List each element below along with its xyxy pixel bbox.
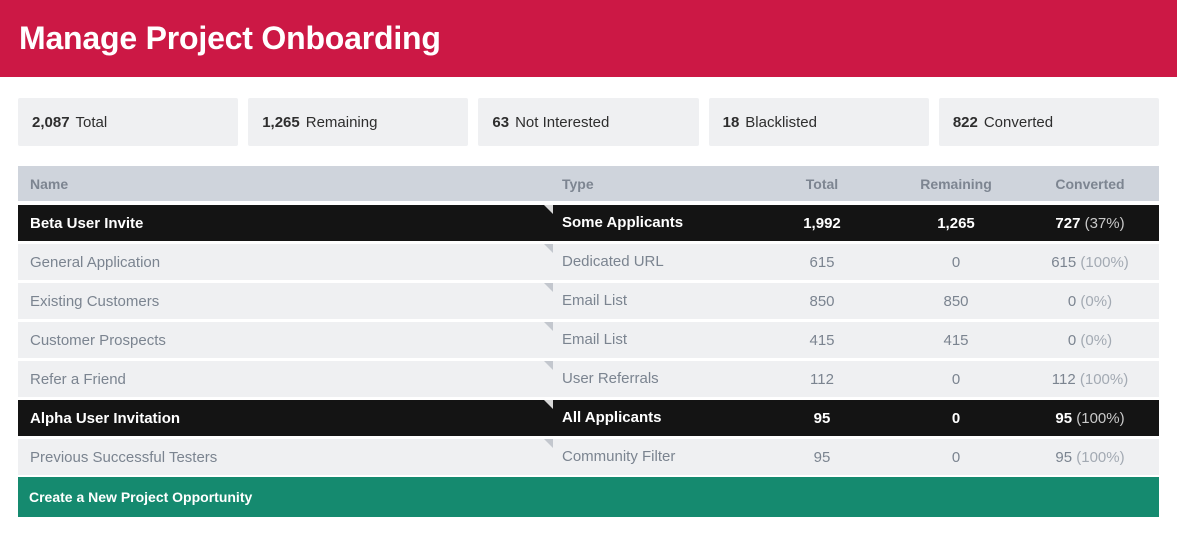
page-header: Manage Project Onboarding [0,0,1177,77]
type-dropdown-corner-icon[interactable] [544,244,553,253]
table-row[interactable]: Refer a Friend User Referrals 112 0 112 … [18,361,1159,397]
row-converted: 727 (37%) [1030,215,1150,232]
row-converted: 615 (100%) [1030,254,1150,271]
row-converted-percent: (100%) [1076,410,1125,427]
row-remaining: 0 [951,410,961,427]
row-converted-value: 615 [1051,254,1077,271]
stat-not-interested-label: Not Interested [515,113,610,131]
table-row[interactable]: Beta User Invite Some Applicants 1,992 1… [18,205,1159,241]
stat-converted: 822 Converted [938,98,1160,146]
row-total: 112 [810,371,834,388]
row-total: 850 [809,293,835,310]
row-converted-percent: (100%) [1079,371,1129,388]
row-converted-value: 727 [1055,215,1081,232]
row-converted: 95 (100%) [1030,410,1150,427]
row-remaining: 0 [951,371,961,388]
stat-not-interested-value: 63 [492,113,510,131]
row-converted-percent: (37%) [1084,215,1125,232]
stats-bar: 2,087 Total 1,265 Remaining 63 Not Inter… [18,98,1160,146]
row-converted-percent: (100%) [1076,449,1125,466]
row-name: Customer Prospects [30,332,166,349]
table-row[interactable]: Previous Successful Testers Community Fi… [18,439,1159,475]
row-name: Alpha User Invitation [30,410,181,427]
row-name: Previous Successful Testers [30,449,218,466]
row-remaining: 0 [951,449,961,466]
row-converted-percent: (0%) [1080,293,1113,310]
stat-not-interested: 63 Not Interested [478,98,699,146]
row-total: 95 [813,449,831,466]
column-header-total[interactable]: Total [805,176,839,192]
row-remaining: 0 [951,254,961,271]
row-converted-value: 0 [1067,293,1077,310]
type-dropdown-corner-icon[interactable] [544,205,553,214]
row-converted: 95 (100%) [1030,449,1150,466]
stat-converted-label: Converted [983,113,1054,131]
row-converted: 112 (100%) [1030,371,1150,388]
type-dropdown-corner-icon[interactable] [544,439,553,448]
row-type[interactable]: Dedicated URL [562,253,664,270]
row-name: Refer a Friend [30,371,126,388]
row-converted: 0 (0%) [1030,332,1150,349]
stat-blacklisted-value: 18 [722,113,740,131]
row-total: 615 [809,254,835,271]
row-total: 415 [809,332,835,349]
row-converted-value: 95 [1055,449,1073,466]
stat-total: 2,087 Total [18,98,239,146]
stat-remaining-label: Remaining [305,113,378,131]
type-dropdown-corner-icon[interactable] [544,322,553,331]
row-converted-value: 95 [1055,410,1073,427]
table-row[interactable]: Alpha User Invitation All Applicants 95 … [18,400,1159,436]
type-dropdown-corner-icon[interactable] [544,283,553,292]
page-title: Manage Project Onboarding [19,20,441,56]
stat-total-value: 2,087 [32,113,70,131]
stat-remaining-value: 1,265 [262,113,300,131]
row-remaining: 850 [943,293,969,310]
stat-remaining: 1,265 Remaining [248,98,469,146]
table-row[interactable]: Customer Prospects Email List 415 415 0 … [18,322,1159,358]
row-converted-percent: (0%) [1080,332,1113,349]
table-header-row: Name Type Total Remaining Converted [18,166,1159,201]
stat-total-label: Total [75,113,108,131]
projects-table: Name Type Total Remaining Converted Beta… [18,166,1159,478]
row-type[interactable]: User Referrals [562,370,659,387]
stat-blacklisted-label: Blacklisted [745,113,817,131]
row-type[interactable]: All Applicants [562,409,662,426]
row-total: 1,992 [803,215,841,232]
row-remaining: 1,265 [937,215,975,232]
row-type[interactable]: Email List [562,292,628,309]
type-dropdown-corner-icon[interactable] [544,400,553,409]
row-type[interactable]: Email List [562,331,628,348]
row-name: Beta User Invite [30,215,144,232]
stat-blacklisted: 18 Blacklisted [708,98,929,146]
type-dropdown-corner-icon[interactable] [544,361,553,370]
column-header-converted[interactable]: Converted [1055,176,1125,192]
column-header-remaining[interactable]: Remaining [920,176,992,192]
row-converted-value: 112 [1051,371,1076,388]
row-converted-value: 0 [1067,332,1077,349]
create-project-opportunity-button[interactable]: Create a New Project Opportunity [18,477,1159,517]
table-row[interactable]: Existing Customers Email List 850 850 0 … [18,283,1159,319]
row-name: General Application [30,254,161,271]
row-type[interactable]: Community Filter [562,448,676,465]
stat-converted-value: 822 [952,113,978,131]
table-row[interactable]: General Application Dedicated URL 615 0 … [18,244,1159,280]
column-header-type[interactable]: Type [562,176,594,192]
column-header-name[interactable]: Name [30,176,69,192]
row-type[interactable]: Some Applicants [562,214,684,231]
row-total: 95 [813,410,831,427]
row-converted: 0 (0%) [1030,293,1150,310]
row-converted-percent: (100%) [1080,254,1129,271]
row-remaining: 415 [943,332,969,349]
row-name: Existing Customers [30,293,160,310]
